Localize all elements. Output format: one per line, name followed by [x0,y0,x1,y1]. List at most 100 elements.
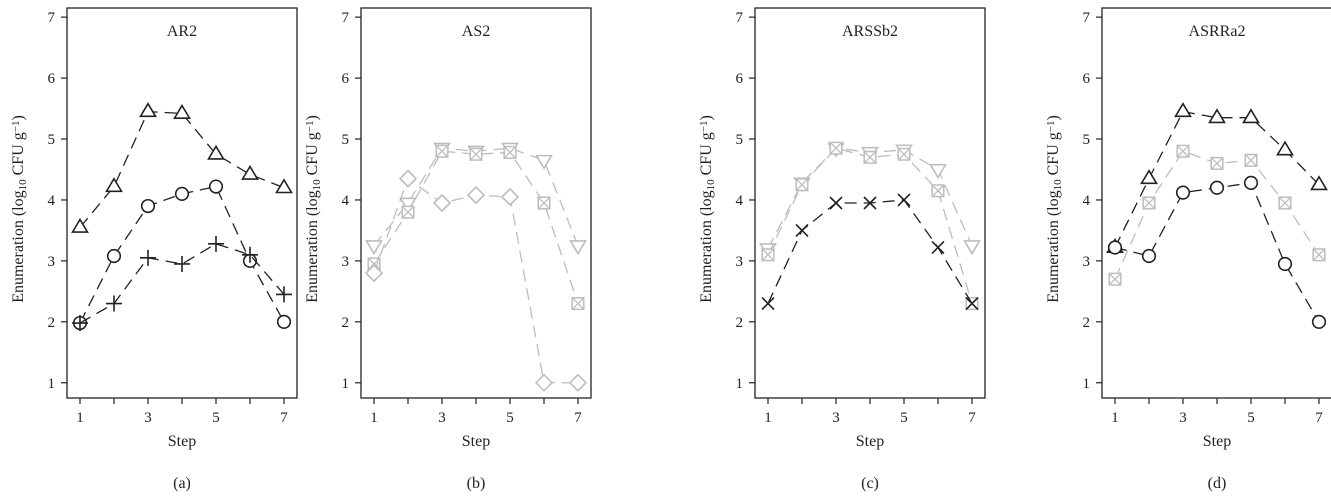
data-point [208,179,224,194]
series-cross [761,193,979,311]
panel-letter: (a) [173,475,191,492]
y-tick-label: 5 [342,132,350,148]
data-point [929,163,947,179]
y-axis-label: Enumeration (log10 CFU g−1) [1045,115,1065,303]
marker-box-cross [537,196,551,210]
data-point [466,185,486,205]
panel-title: AR2 [167,23,197,40]
y-tick-label: 5 [736,132,744,148]
data-point [1244,153,1258,167]
y-axis-label: Enumeration (log10 CFU g−1) [10,115,30,303]
panel-title: ARSSb2 [842,23,898,40]
data-point [401,205,415,219]
y-tick-label: 2 [48,315,56,331]
data-point [795,178,809,192]
data-point [207,144,225,160]
panel-title: ASRRa2 [1189,23,1246,40]
marker-box-cross [469,147,483,161]
y-tick-label: 5 [48,132,56,148]
y-tick-label: 6 [1083,71,1091,87]
data-point [1174,102,1192,118]
series-boxx [367,144,585,311]
data-point [1310,175,1328,191]
data-point [432,193,452,213]
data-point [140,198,156,214]
data-point [965,296,979,311]
data-point [1243,175,1259,190]
data-point [863,196,877,210]
data-point [795,223,809,237]
y-tick-label: 5 [1083,132,1091,148]
data-point [829,141,843,155]
marker-box-cross [367,257,381,271]
data-point [897,147,911,161]
y-tick-label: 7 [342,10,350,26]
y-tick-label: 1 [1083,376,1091,392]
data-point [1278,196,1292,210]
y-tick-label: 4 [736,193,744,209]
y-tick-label: 4 [48,193,56,209]
data-point [500,187,520,207]
y-tick-label: 1 [736,376,744,392]
data-point [1107,240,1123,255]
y-tick-label: 7 [736,10,744,26]
x-tick-label: 3 [144,410,152,426]
data-point [761,248,775,262]
data-point [1242,108,1260,124]
data-point [106,295,122,312]
data-point [1140,169,1158,185]
y-tick-label: 4 [342,193,350,209]
data-point [1311,314,1327,329]
data-point [276,314,292,329]
data-point [1208,108,1226,124]
x-tick-label: 5 [900,410,908,426]
y-tick-label: 3 [48,254,56,270]
y-tick-label: 1 [342,376,350,392]
x-tick-label: 3 [832,410,840,426]
y-tick-label: 2 [736,315,744,331]
series-line [79,110,285,228]
data-point [571,296,585,311]
marker-box-cross [1278,196,1292,210]
y-tick-label: 7 [48,10,56,26]
data-point [569,240,587,256]
marker-box-cross [1142,196,1156,210]
data-point [761,296,775,311]
data-point [1312,248,1326,262]
marker-box-cross [761,248,775,262]
panel-c: ARSSb2 1 2 3 4 5 6 7 1 3 5 7 Step Enumeration (log10 … [698,7,986,492]
data-point [139,102,157,118]
y-tick-label: 7 [1083,10,1091,26]
marker-box-cross [401,205,415,219]
y-tick-label: 3 [736,254,744,270]
data-point [276,286,292,303]
data-point [140,249,156,266]
y-tick-label: 6 [342,71,350,87]
y-tick-label: 2 [342,315,350,331]
marker-box-cross [863,151,877,164]
data-point [173,103,191,119]
data-point [275,178,293,194]
data-point [364,263,384,283]
x-tick-label: 1 [1111,410,1119,426]
marker-box-cross [897,147,911,161]
panel-d: ASRRa2 1 2 3 4 5 6 7 1 3 5 7 Step Enumeration (log10 … [1045,7,1331,492]
panel-letter: (c) [861,475,879,492]
panel-b: AS2 1 2 3 4 5 6 7 1 3 5 7 Step Enumeration (log10 CFU… [304,7,592,492]
x-tick-label: 5 [506,410,514,426]
series-diamond [364,169,588,392]
y-tick-label: 6 [48,71,56,87]
data-point [174,255,190,272]
data-point [863,150,877,164]
x-axis-label: Step [462,433,490,450]
marker-box-cross [571,297,585,310]
y-tick-label: 3 [1083,254,1091,270]
x-tick-label: 1 [76,410,84,426]
data-point [399,197,417,213]
x-axis-label: Step [168,433,196,450]
data-point [71,217,89,233]
marker-box-cross [1244,154,1258,167]
series-circle [1107,175,1327,329]
data-point [1141,248,1157,264]
x-tick-label: 3 [438,410,446,426]
